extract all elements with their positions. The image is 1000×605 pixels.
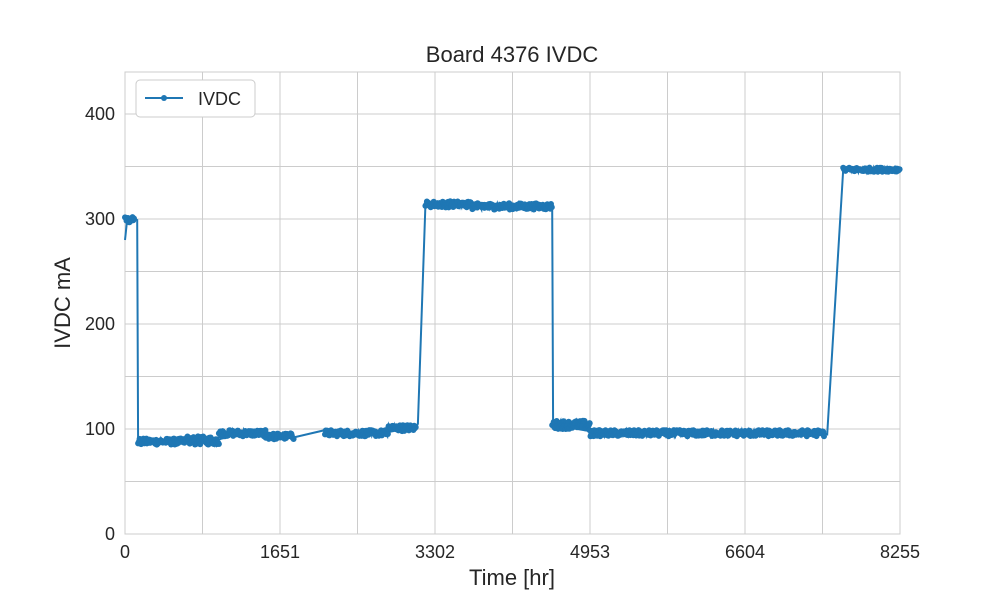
x-tick-label: 8255 xyxy=(880,542,920,562)
ivdc-segment xyxy=(135,435,189,448)
legend-label: IVDC xyxy=(198,89,241,109)
ivdc-point xyxy=(821,433,827,440)
x-tick-label: 0 xyxy=(120,542,130,562)
ivdc-point xyxy=(290,436,297,442)
ivdc-segment xyxy=(469,199,555,214)
legend-box xyxy=(135,79,256,118)
ivdc-segment xyxy=(183,433,222,449)
x-tick-label: 6604 xyxy=(725,542,765,562)
y-tick-label: 0 xyxy=(105,524,115,544)
ivdc-segment xyxy=(215,426,269,440)
ivdc-segment xyxy=(262,430,297,443)
ivdc-point xyxy=(262,427,269,434)
tick-labels: 0 1651 3302 4953 6604 8255 0 100 200 300 400 xyxy=(85,104,920,562)
x-tick-label: 3302 xyxy=(415,542,455,562)
y-tick-label: 300 xyxy=(85,209,115,229)
chart-title: Board 4376 IVDC xyxy=(426,42,599,67)
legend: IVDC xyxy=(135,79,256,118)
legend-marker xyxy=(161,95,167,101)
x-axis-label: Time [hr] xyxy=(469,565,555,590)
ivdc-point xyxy=(412,424,419,431)
ivdc-segment xyxy=(422,198,475,211)
ivdc-segment xyxy=(586,426,827,441)
ivdc-segment xyxy=(122,214,137,226)
ivdc-point xyxy=(131,215,137,222)
ivdc-point xyxy=(896,166,903,173)
ivdc-point xyxy=(586,420,593,427)
y-axis-label: IVDC mA xyxy=(50,257,75,349)
y-tick-label: 100 xyxy=(85,419,115,439)
ivdc-segment xyxy=(322,427,391,440)
ivdc-point xyxy=(215,441,222,447)
ivdc-segment xyxy=(549,417,593,433)
x-tick-label: 4953 xyxy=(570,542,610,562)
ivdc-segment xyxy=(840,164,903,176)
series-ivdc xyxy=(122,164,903,449)
ivdc-point xyxy=(548,204,555,211)
x-tick-label: 1651 xyxy=(260,542,300,562)
y-tick-label: 400 xyxy=(85,104,115,124)
ivdc-segment xyxy=(384,421,419,435)
grid xyxy=(124,71,901,535)
y-tick-label: 200 xyxy=(85,314,115,334)
